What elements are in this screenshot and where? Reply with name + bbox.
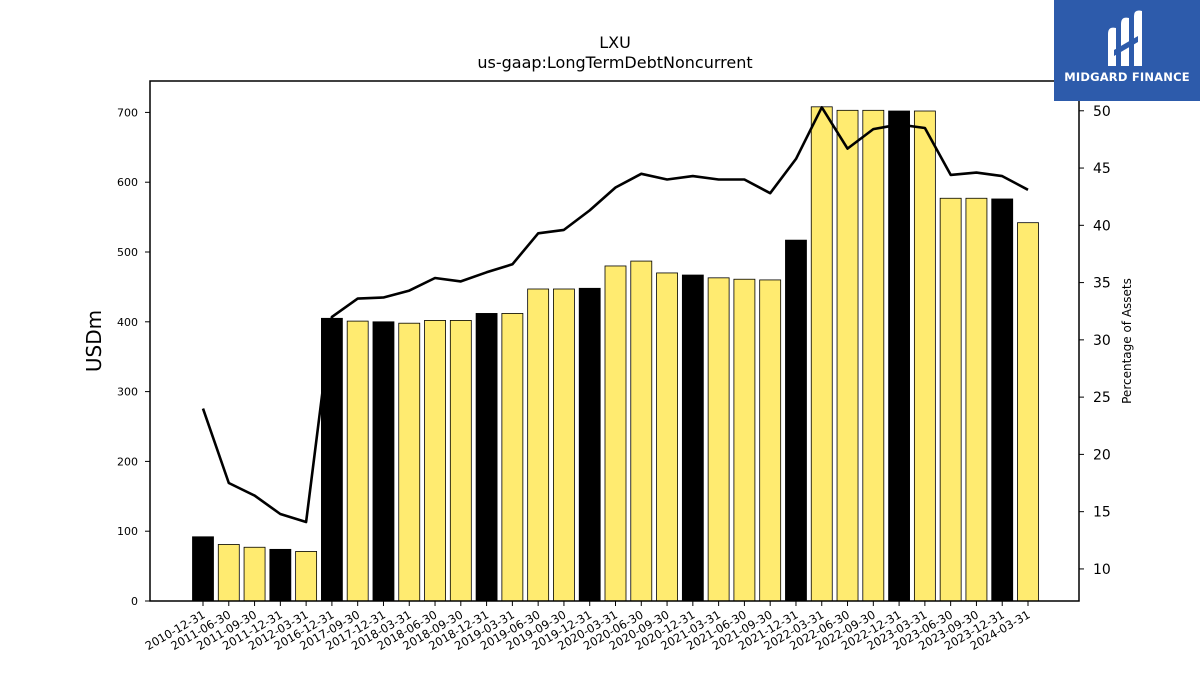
- bar-2016-12-31: [321, 317, 343, 602]
- bar-2019-03-31: [501, 313, 524, 602]
- y-tick-label: 500: [117, 246, 138, 259]
- brand-logo: MIDGARD FINANCE: [1054, 0, 1200, 101]
- bar-2010-12-31: [192, 536, 214, 602]
- y2-tick-label: 35: [1093, 276, 1111, 292]
- bar-2019-06-30: [527, 288, 550, 602]
- left-axis: 0 100 200 300 400 500 600 700: [117, 106, 150, 608]
- y-tick-label: 200: [117, 455, 138, 468]
- bar-2019-12-31: [578, 287, 601, 602]
- chart-title: LXU: [599, 33, 631, 52]
- bar-2020-06-30: [630, 260, 653, 602]
- bar-2018-12-31: [475, 313, 498, 602]
- bar-2020-12-31: [681, 274, 704, 602]
- bar-2012-03-31: [295, 551, 318, 602]
- bar-2021-12-31: [785, 239, 807, 602]
- bar-2021-03-31: [707, 277, 730, 602]
- y2-tick-label: 40: [1093, 218, 1111, 234]
- y2-tick-label: 10: [1093, 562, 1111, 578]
- y2-tick-label: 15: [1093, 505, 1111, 521]
- bar-2021-09-30: [759, 279, 782, 602]
- y-axis-label: USDm: [82, 310, 106, 372]
- bar-2020-09-30: [656, 272, 678, 602]
- bar-2022-06-30: [836, 109, 859, 602]
- bar-2022-12-31: [888, 110, 910, 602]
- midgard-logo-icon: [1108, 10, 1142, 67]
- x-axis: 2010-12-312011-06-302011-09-302011-12-31…: [143, 601, 1033, 653]
- bar-2017-12-31: [372, 321, 395, 602]
- y-tick-label: 300: [117, 386, 138, 399]
- y2-tick-label: 20: [1093, 447, 1111, 463]
- bar-2011-09-30: [243, 546, 266, 602]
- y2-tick-label: 25: [1093, 390, 1111, 406]
- bar-2023-03-31: [913, 110, 936, 602]
- bars-layer: [192, 106, 1039, 602]
- pct-assets-line: [201, 106, 1029, 524]
- bar-2018-09-30: [449, 320, 472, 602]
- y-tick-label: 700: [117, 106, 138, 119]
- y-tick-label: 0: [131, 595, 138, 608]
- y-tick-label: 400: [117, 316, 138, 329]
- bar-2017-09-30: [346, 320, 369, 602]
- bar-2022-03-31: [810, 106, 833, 602]
- bar-2023-06-30: [939, 197, 962, 602]
- bar-2023-12-31: [991, 198, 1014, 602]
- y2-tick-label: 45: [1093, 161, 1111, 177]
- bar-2011-06-30: [217, 544, 240, 602]
- plot-frame: [149, 80, 1080, 602]
- bar-2023-09-30: [965, 197, 988, 602]
- bar-2019-09-30: [553, 288, 575, 602]
- y2-axis-label: Percentage of Assets: [1120, 278, 1134, 404]
- y2-tick-label: 50: [1093, 104, 1111, 120]
- bar-2018-03-31: [398, 322, 421, 602]
- y-tick-label: 100: [117, 525, 138, 538]
- y-tick-label: 600: [117, 176, 138, 189]
- brand-name: MIDGARD FINANCE: [1064, 70, 1190, 84]
- right-axis: 10 15 20 25 30 35 40 45 50: [1079, 104, 1111, 578]
- bar-2024-03-31: [1017, 222, 1039, 602]
- bar-2011-12-31: [269, 548, 292, 602]
- chart-subtitle: us-gaap:LongTermDebtNoncurrent: [477, 53, 752, 72]
- bar-2020-03-31: [604, 265, 627, 602]
- bar-2022-09-30: [862, 109, 885, 602]
- bar-2021-06-30: [733, 278, 756, 602]
- y2-tick-label: 30: [1093, 333, 1111, 349]
- line-layer: [201, 106, 1029, 524]
- bar-2018-06-30: [424, 320, 446, 602]
